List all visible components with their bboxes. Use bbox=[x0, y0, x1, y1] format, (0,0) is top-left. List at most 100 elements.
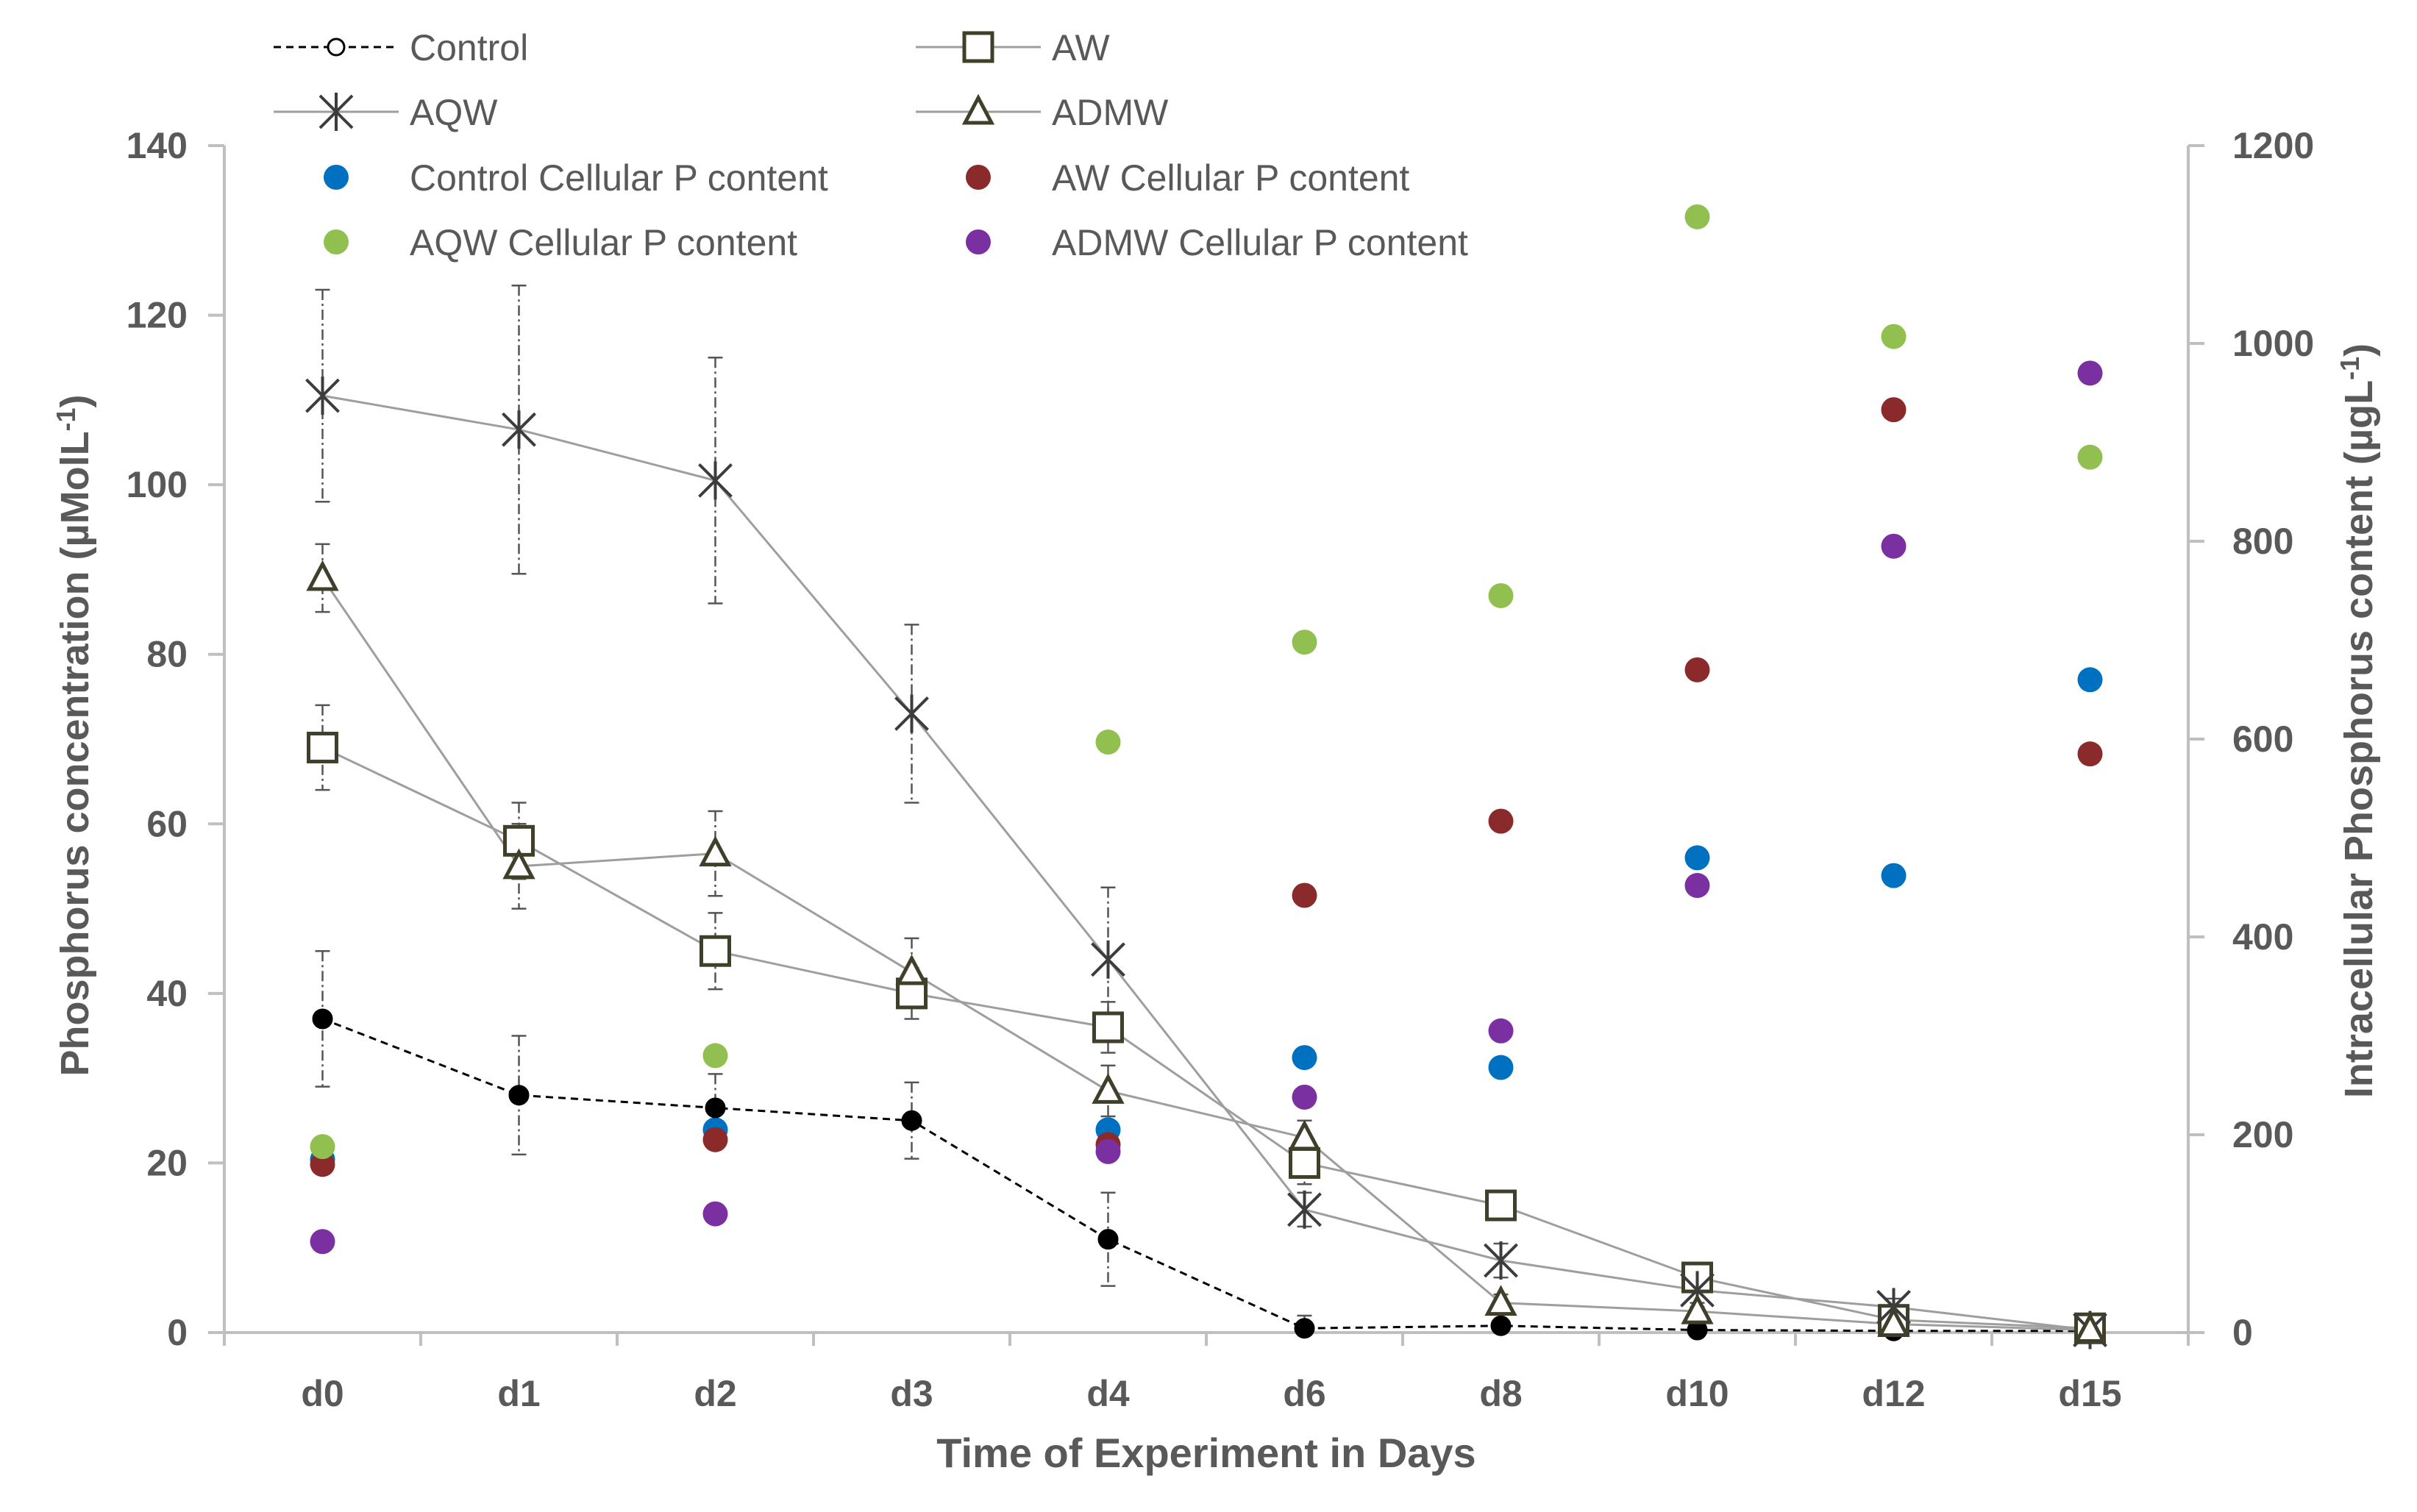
x-tick-label: d12 bbox=[1862, 1373, 1925, 1414]
data-point-admw-cellular-p-content bbox=[1095, 1138, 1121, 1164]
legend-marker bbox=[966, 165, 991, 190]
data-point-control bbox=[1490, 1315, 1512, 1336]
legend-item-aw-cellular-p-content: AW Cellular P content bbox=[966, 157, 1409, 199]
data-point-admw bbox=[699, 835, 732, 867]
y-right-tick-label: 0 bbox=[2232, 1312, 2253, 1353]
legend-layer: Control AW AQW ADMW Control Cellular P conte… bbox=[274, 27, 1468, 263]
data-point-aqw bbox=[1287, 1190, 1322, 1229]
x-axis-title: Time of Experiment in Days bbox=[936, 1430, 1476, 1476]
x-tick-label: d3 bbox=[890, 1373, 933, 1414]
legend-label: AQW Cellular P content bbox=[410, 222, 797, 263]
data-point-admw-cellular-p-content bbox=[2077, 360, 2103, 386]
data-point-control-cellular-p-content bbox=[1684, 845, 1710, 871]
data-point-aqw bbox=[1484, 1241, 1518, 1280]
data-point-control-cellular-p-content bbox=[1292, 1045, 1317, 1071]
series-line-aqw bbox=[322, 394, 2090, 1332]
axes-layer: 0 20 40 60 80 100 120 140 0 200 400 600 800 1000 1200 d… bbox=[127, 125, 2315, 1414]
x-tick-label: d1 bbox=[497, 1373, 540, 1414]
data-point-aqw-cellular-p-content bbox=[1881, 324, 1907, 349]
series-line-admw bbox=[321, 577, 2090, 1332]
legend-label: Control Cellular P content bbox=[410, 157, 828, 199]
y-right-tick-label: 1200 bbox=[2232, 125, 2314, 166]
legend-marker bbox=[962, 31, 994, 63]
data-point-admw-cellular-p-content bbox=[1881, 533, 1907, 559]
y-right-tick-label: 200 bbox=[2232, 1114, 2293, 1155]
data-point-aw-cellular-p-content bbox=[1488, 808, 1514, 834]
legend-label: Control bbox=[410, 27, 528, 68]
y-axis-right-title: Intracellular Phosphorus content (µgL-1) bbox=[2335, 343, 2381, 1098]
legend-marker bbox=[327, 38, 346, 57]
data-point-control bbox=[1097, 1229, 1119, 1250]
legend-marker bbox=[324, 229, 349, 254]
data-point-aqw bbox=[698, 461, 733, 500]
data-point-admw-cellular-p-content bbox=[310, 1229, 335, 1255]
x-tick-label: d6 bbox=[1283, 1373, 1325, 1414]
data-point-admw-cellular-p-content bbox=[702, 1201, 728, 1227]
data-point-aqw-cellular-p-content bbox=[1684, 204, 1710, 229]
data-point-aqw bbox=[894, 694, 929, 733]
x-tick-label: d4 bbox=[1086, 1373, 1130, 1414]
y-axis-left-title: Phosphorus concentration (µMolL-1) bbox=[51, 394, 97, 1076]
legend-label: AW bbox=[1052, 27, 1110, 68]
x-tick-label: d10 bbox=[1665, 1373, 1729, 1414]
data-point-admw bbox=[306, 560, 339, 591]
y-left-tick-label: 100 bbox=[127, 464, 188, 505]
legend-label: AW Cellular P content bbox=[1052, 157, 1409, 199]
data-point-control-cellular-p-content bbox=[1488, 1055, 1514, 1080]
data-point-admw-cellular-p-content bbox=[1292, 1084, 1317, 1110]
data-point-control bbox=[312, 1008, 333, 1030]
y-left-tick-label: 140 bbox=[127, 125, 188, 166]
y-left-tick-label: 120 bbox=[127, 295, 188, 336]
data-point-aw-cellular-p-content bbox=[2077, 741, 2103, 767]
data-point-admw bbox=[1484, 1285, 1517, 1316]
legend-marker bbox=[324, 165, 349, 190]
data-point-admw bbox=[895, 954, 928, 985]
data-point-admw bbox=[1681, 1293, 1714, 1324]
data-point-control-cellular-p-content bbox=[1881, 863, 1907, 888]
legend-marker bbox=[318, 93, 354, 131]
legend-item-control: Control bbox=[274, 27, 528, 68]
data-point-aw bbox=[307, 732, 338, 764]
data-point-aqw-cellular-p-content bbox=[310, 1134, 335, 1160]
legend-item-aw: AW bbox=[916, 27, 1110, 68]
legend-label: AQW bbox=[410, 92, 498, 133]
data-point-control bbox=[1294, 1318, 1315, 1339]
legend-item-aqw-cellular-p-content: AQW Cellular P content bbox=[324, 222, 797, 263]
y-left-tick-label: 40 bbox=[146, 973, 188, 1014]
y-left-tick-label: 20 bbox=[146, 1142, 188, 1183]
data-point-aqw bbox=[1091, 940, 1125, 979]
y-right-tick-label: 800 bbox=[2232, 521, 2293, 562]
y-right-tick-label: 1000 bbox=[2232, 323, 2314, 364]
data-point-admw bbox=[1877, 1306, 1910, 1337]
data-point-aw bbox=[700, 935, 731, 967]
data-point-aw-cellular-p-content bbox=[702, 1127, 728, 1152]
legend-marker bbox=[966, 229, 991, 254]
x-tick-label: d0 bbox=[301, 1373, 343, 1414]
legend-marker bbox=[961, 93, 995, 125]
legend-item-control-cellular-p-content: Control Cellular P content bbox=[324, 157, 828, 199]
data-point-admw-cellular-p-content bbox=[1684, 873, 1710, 899]
data-point-control bbox=[901, 1110, 922, 1131]
data-point-control bbox=[705, 1097, 726, 1119]
data-point-admw bbox=[502, 848, 535, 880]
data-point-admw bbox=[1288, 1119, 1321, 1151]
data-point-aw-cellular-p-content bbox=[1881, 397, 1907, 423]
legend-item-admw: ADMW bbox=[916, 92, 1169, 133]
data-point-aw bbox=[1485, 1189, 1517, 1222]
data-point-aqw-cellular-p-content bbox=[702, 1043, 728, 1069]
series-line-control bbox=[321, 1018, 2090, 1333]
data-point-aqw bbox=[502, 410, 536, 449]
legend-item-admw-cellular-p-content: ADMW Cellular P content bbox=[966, 222, 1468, 263]
legend-item-aqw: AQW bbox=[274, 92, 498, 133]
data-point-aw-cellular-p-content bbox=[1292, 882, 1317, 908]
y-left-tick-label: 60 bbox=[146, 803, 188, 844]
y-left-tick-label: 0 bbox=[167, 1312, 188, 1353]
x-tick-label: d15 bbox=[2058, 1373, 2121, 1414]
data-point-admw-cellular-p-content bbox=[1488, 1018, 1514, 1044]
x-tick-label: d2 bbox=[694, 1373, 736, 1414]
y-left-tick-label: 80 bbox=[146, 634, 188, 675]
y-right-tick-label: 400 bbox=[2232, 916, 2293, 958]
data-point-control bbox=[508, 1085, 530, 1106]
